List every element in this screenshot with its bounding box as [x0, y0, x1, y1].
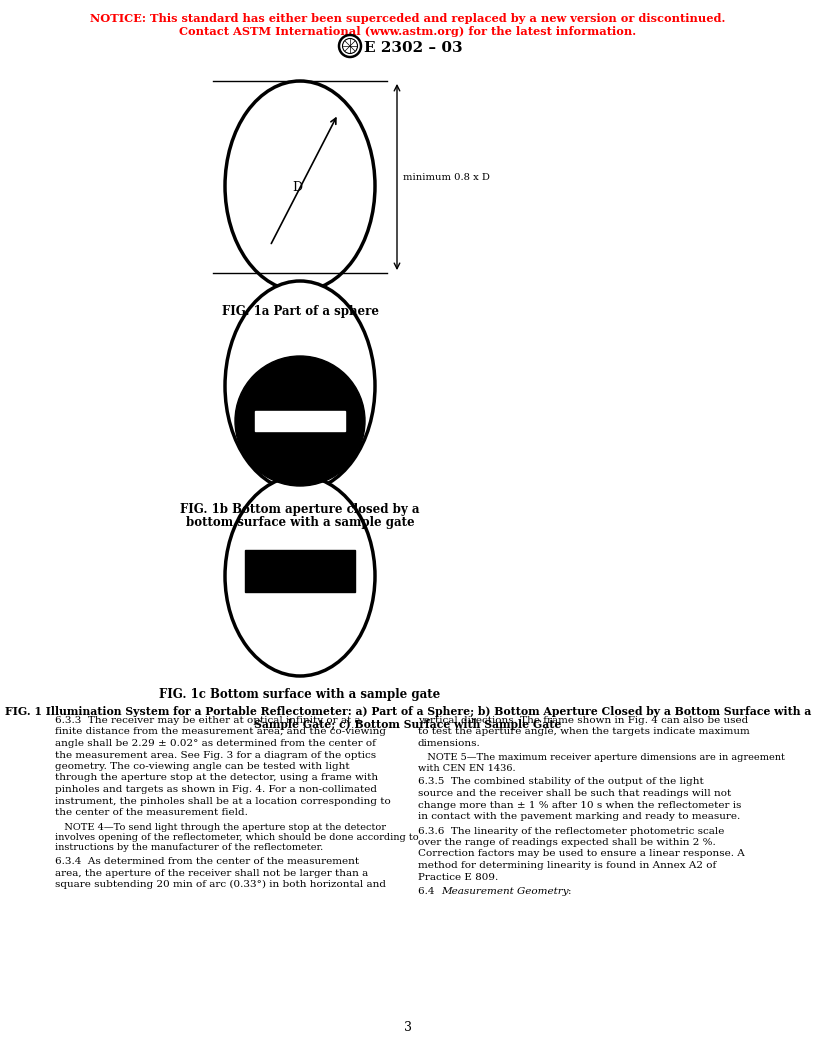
Text: instrument, the pinholes shall be at a location corresponding to: instrument, the pinholes shall be at a l…	[55, 796, 391, 806]
Text: NOTE 5—The maximum receiver aperture dimensions are in agreement: NOTE 5—The maximum receiver aperture dim…	[418, 754, 785, 762]
Text: :: :	[568, 887, 571, 895]
Text: change more than ± 1 % after 10 s when the reflectometer is: change more than ± 1 % after 10 s when t…	[418, 800, 742, 810]
Text: minimum 0.8 x D: minimum 0.8 x D	[403, 173, 490, 182]
Text: Practice E 809.: Practice E 809.	[418, 872, 499, 882]
Text: area, the aperture of the receiver shall not be larger than a: area, the aperture of the receiver shall…	[55, 868, 368, 878]
Text: FIG. 1c Bottom surface with a sample gate: FIG. 1c Bottom surface with a sample gat…	[159, 689, 441, 701]
Text: 6.4: 6.4	[418, 887, 441, 895]
Text: 6.3.3  The receiver may be either at optical infinity or at a: 6.3.3 The receiver may be either at opti…	[55, 716, 361, 725]
Text: Contact ASTM International (www.astm.org) for the latest information.: Contact ASTM International (www.astm.org…	[180, 26, 636, 37]
Text: the measurement area. See Fig. 3 for a diagram of the optics: the measurement area. See Fig. 3 for a d…	[55, 751, 376, 759]
Text: over the range of readings expected shall be within 2 %.: over the range of readings expected shal…	[418, 838, 716, 847]
Text: angle shall be 2.29 ± 0.02° as determined from the center of: angle shall be 2.29 ± 0.02° as determine…	[55, 739, 376, 748]
Text: FIG. 1a Part of a sphere: FIG. 1a Part of a sphere	[221, 305, 379, 318]
Text: NOTICE: This standard has either been superceded and replaced by a new version o: NOTICE: This standard has either been su…	[91, 13, 725, 24]
Text: geometry. The co-viewing angle can be tested with light: geometry. The co-viewing angle can be te…	[55, 762, 349, 771]
Ellipse shape	[225, 476, 375, 676]
Text: 6.3.6  The linearity of the reflectometer photometric scale: 6.3.6 The linearity of the reflectometer…	[418, 827, 725, 835]
Bar	[245, 550, 355, 592]
Text: Correction factors may be used to ensure a linear response. A: Correction factors may be used to ensure…	[418, 849, 745, 859]
Text: bottom surface with a sample gate: bottom surface with a sample gate	[186, 516, 415, 529]
Text: involves opening of the reflectometer, which should be done according to: involves opening of the reflectometer, w…	[55, 833, 419, 842]
Text: in contact with the pavement marking and ready to measure.: in contact with the pavement marking and…	[418, 812, 740, 821]
Text: Measurement Geometry: Measurement Geometry	[441, 887, 569, 895]
Text: square subtending 20 min of arc (0.33°) in both horizontal and: square subtending 20 min of arc (0.33°) …	[55, 880, 386, 889]
Text: dimensions.: dimensions.	[418, 739, 481, 748]
Ellipse shape	[225, 81, 375, 291]
Text: pinholes and targets as shown in Fig. 4. For a non-collimated: pinholes and targets as shown in Fig. 4.…	[55, 785, 377, 794]
Text: with CEN EN 1436.: with CEN EN 1436.	[418, 763, 516, 773]
Text: vertical directions. The frame shown in Fig. 4 can also be used: vertical directions. The frame shown in …	[418, 716, 748, 725]
Bar	[255, 411, 345, 431]
Text: through the aperture stop at the detector, using a frame with: through the aperture stop at the detecto…	[55, 773, 378, 782]
Ellipse shape	[225, 281, 375, 491]
Text: 3: 3	[404, 1021, 412, 1034]
Text: E 2302 – 03: E 2302 – 03	[364, 41, 463, 55]
Text: source and the receiver shall be such that readings will not: source and the receiver shall be such th…	[418, 789, 731, 798]
Text: Sample Gate; c) Bottom Surface with Sample Gate: Sample Gate; c) Bottom Surface with Samp…	[255, 719, 561, 730]
Text: NOTE 4—To send light through the aperture stop at the detector: NOTE 4—To send light through the apertur…	[55, 823, 386, 831]
Text: 6.3.4  As determined from the center of the measurement: 6.3.4 As determined from the center of t…	[55, 857, 359, 866]
Circle shape	[235, 356, 365, 486]
Text: finite distance from the measurement area, and the co-viewing: finite distance from the measurement are…	[55, 728, 386, 736]
Text: instructions by the manufacturer of the reflectometer.: instructions by the manufacturer of the …	[55, 844, 323, 852]
Text: FIG. 1 Illumination System for a Portable Reflectometer: a) Part of a Sphere; b): FIG. 1 Illumination System for a Portabl…	[5, 706, 811, 717]
Text: FIG. 1b Bottom aperture closed by a: FIG. 1b Bottom aperture closed by a	[180, 503, 419, 516]
Text: the center of the measurement field.: the center of the measurement field.	[55, 808, 248, 817]
Text: 6.3.5  The combined stability of the output of the light: 6.3.5 The combined stability of the outp…	[418, 777, 703, 787]
Text: D: D	[292, 181, 302, 194]
Text: method for determining linearity is found in Annex A2 of: method for determining linearity is foun…	[418, 861, 716, 870]
Text: to test the aperture angle, when the targets indicate maximum: to test the aperture angle, when the tar…	[418, 728, 750, 736]
